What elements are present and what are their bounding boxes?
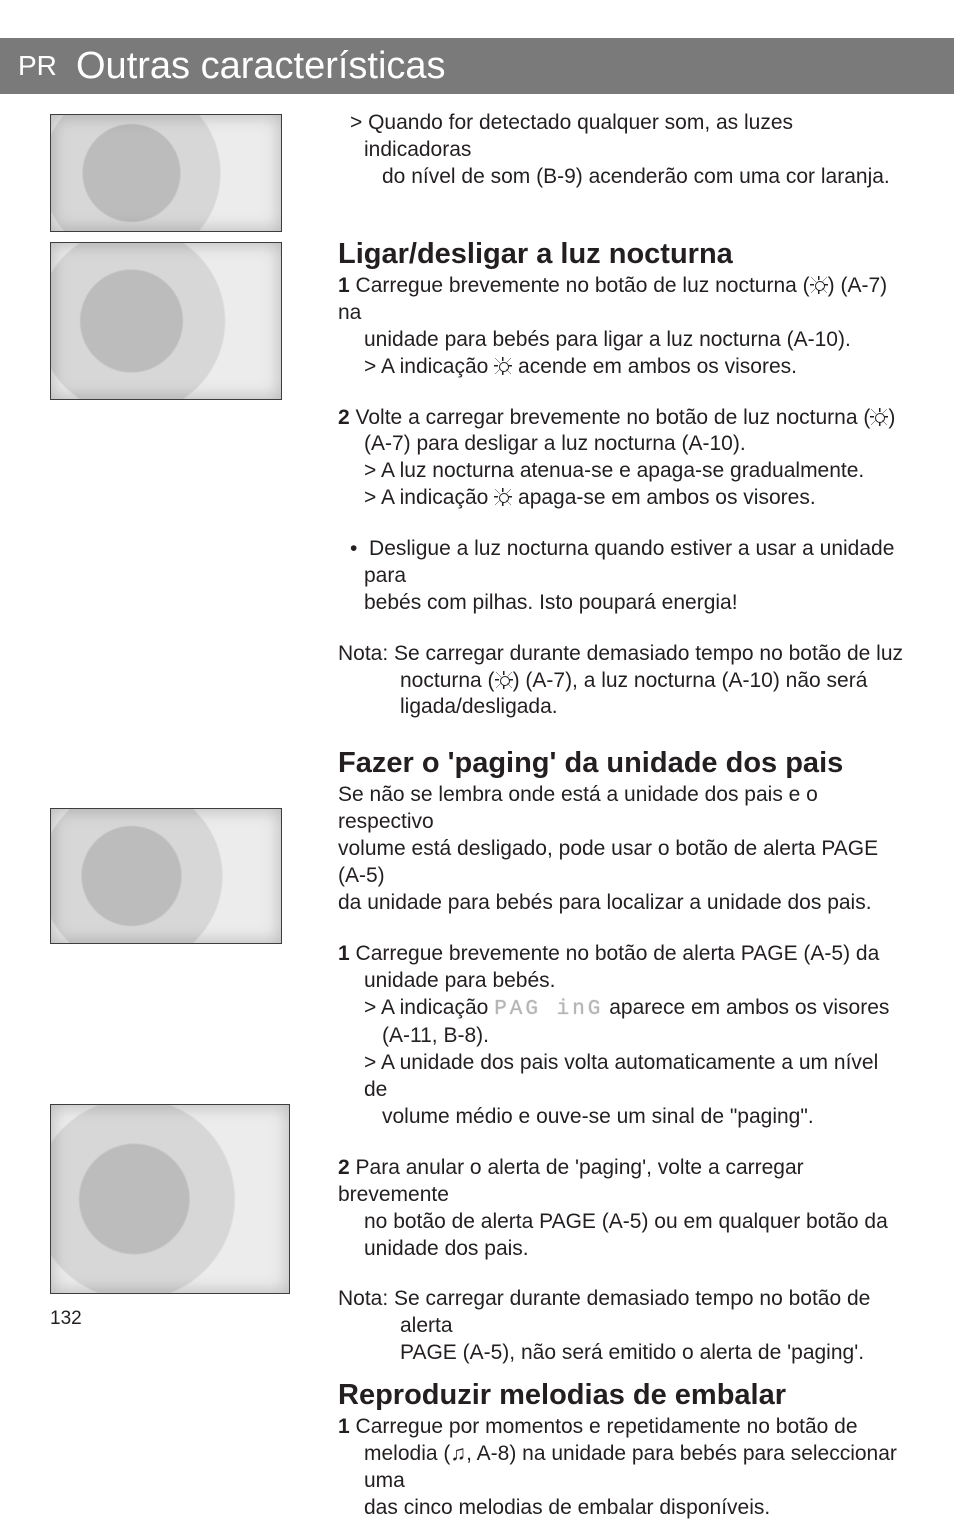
heading-melodies: Reproduzir melodias de embalar: [338, 1377, 906, 1414]
sun-icon: [810, 276, 828, 294]
sun-icon: [494, 357, 512, 375]
paging-intro-l3: da unidade para bebés para localizar a u…: [338, 890, 906, 917]
step-2-line4: > A indicação apaga-se em ambos os visor…: [338, 485, 906, 512]
paging-s1-l5: > A unidade dos pais volta automaticamen…: [338, 1050, 906, 1104]
figure-nightlight-button: [50, 242, 282, 400]
step-1-line1: 1 Carregue brevemente no botão de luz no…: [338, 273, 906, 327]
melody-s1-l2: melodia (♫, A-8) na unidade para bebés p…: [338, 1441, 906, 1495]
paging-s1-l6: volume médio e ouve-se um sinal de "pagi…: [338, 1104, 906, 1131]
heading-nightlight: Ligar/desligar a luz nocturna: [338, 236, 906, 273]
note2-line1: Nota: Se carregar durante demasiado temp…: [338, 1286, 906, 1340]
page-number: 132: [50, 1308, 82, 1330]
step-1-line2: unidade para bebés para ligar a luz noct…: [338, 327, 906, 354]
figure-melody-button: [50, 1104, 290, 1294]
paging-intro-l1: Se não se lembra onde está a unidade dos…: [338, 782, 906, 836]
seg7-display: PAG inG: [494, 998, 603, 1021]
intro-line2: do nível de som (B-9) acenderão com uma …: [338, 164, 906, 191]
bullet-line1: • Desligue a luz nocturna quando estiver…: [338, 536, 906, 590]
paging-s1-l2: unidade para bebés.: [338, 968, 906, 995]
intro-line1: > Quando for detectado qualquer som, as …: [338, 110, 906, 164]
paging-s2-l2: no botão de alerta PAGE (A-5) ou em qual…: [338, 1209, 906, 1236]
melody-s1-l3: das cinco melodias de embalar disponívei…: [338, 1495, 906, 1522]
section-title: Outras características: [76, 45, 446, 88]
language-code: PR: [18, 50, 57, 82]
bullet-line2: bebés com pilhas. Isto poupará energia!: [338, 590, 906, 617]
paging-s2-l3: unidade dos pais.: [338, 1236, 906, 1263]
paging-s2-l1: 2 Para anular o alerta de 'paging', volt…: [338, 1155, 906, 1209]
paging-s1-l1: 1 Carregue brevemente no botão de alerta…: [338, 941, 906, 968]
note2-line2: PAGE (A-5), não será emitido o alerta de…: [338, 1340, 906, 1367]
paging-s1-l4: (A-11, B-8).: [338, 1023, 906, 1050]
step-2-line2: (A-7) para desligar a luz nocturna (A-10…: [338, 431, 906, 458]
figure-page-button: [50, 808, 282, 944]
figure-sound-level: [50, 114, 282, 232]
sun-icon: [494, 488, 512, 506]
paging-s1-l3: > A indicação PAG inG aparece em ambos o…: [338, 995, 906, 1024]
step-2-line1: 2 Volte a carregar brevemente no botão d…: [338, 405, 906, 432]
language-tab: PR: [0, 38, 60, 94]
step-1-line3: > A indicação acende em ambos os visores…: [338, 354, 906, 381]
sun-icon: [495, 671, 513, 689]
heading-paging: Fazer o 'paging' da unidade dos pais: [338, 745, 906, 782]
sun-icon: [870, 408, 888, 426]
note1-line1: Nota: Se carregar durante demasiado temp…: [338, 641, 906, 668]
section-title-bar: Outras características: [60, 38, 954, 94]
melody-s1-l1: 1 Carregue por momentos e repetidamente …: [338, 1414, 906, 1441]
note1-line3: ligada/desligada.: [338, 694, 906, 721]
step-2-line3: > A luz nocturna atenua-se e apaga-se gr…: [338, 458, 906, 485]
paging-intro-l2: volume está desligado, pode usar o botão…: [338, 836, 906, 890]
music-note-icon: ♫: [450, 1441, 466, 1468]
note1-line2: nocturna () (A-7), a luz nocturna (A-10)…: [338, 668, 906, 695]
